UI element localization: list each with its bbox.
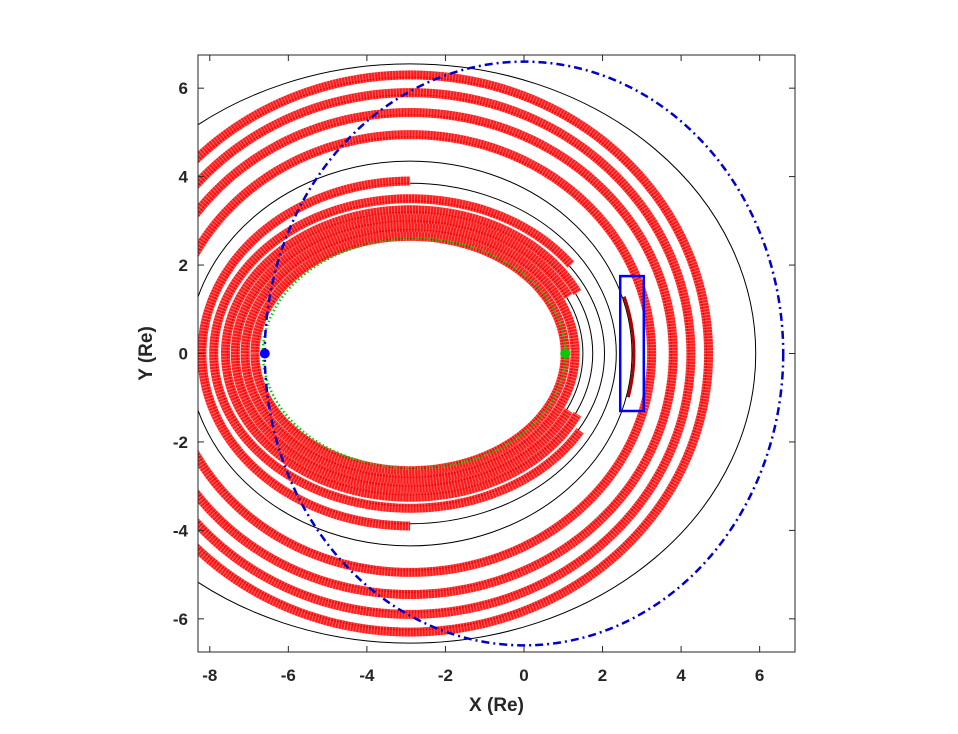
drift-path-band (198, 130, 657, 577)
drift-path-band (198, 88, 696, 619)
y-tick-label: 0 (179, 345, 188, 364)
drift-path-hatch (198, 107, 678, 600)
x-tick-label: -8 (202, 666, 217, 685)
plot-layer (198, 60, 785, 647)
drift-path-band (240, 222, 580, 485)
x-tick-label: -6 (281, 666, 296, 685)
drift-path-hatch (198, 88, 696, 619)
y-tick-label: 2 (179, 256, 188, 275)
reference-contour-6 (198, 160, 633, 547)
y-tick-label: -6 (173, 610, 188, 629)
y-tick-label: -2 (173, 433, 188, 452)
x-tick-label: 0 (519, 666, 528, 685)
drift-path-hatch (209, 194, 584, 513)
drift-path-band (221, 205, 582, 502)
x-tick-label: 6 (755, 666, 764, 685)
drift-path-band (198, 107, 678, 600)
drift-path-band (230, 214, 573, 493)
y-axis-label: Y (Re) (136, 326, 157, 381)
reference-contour-11 (198, 63, 757, 644)
y-tick-label: 6 (179, 79, 188, 98)
x-axis-label: X (Re) (469, 695, 524, 716)
ticks-layer: -8 -6 -4 -2 0 2 4 6 -6 -4 -2 0 2 4 6 (173, 55, 795, 685)
x-tick-label: 2 (598, 666, 607, 685)
drift-path-band (198, 70, 714, 637)
drift-path-hatch (198, 130, 657, 577)
drift-path-hatch (221, 205, 582, 502)
drift-path-hatch (198, 70, 714, 637)
y-tick-label: -4 (173, 521, 189, 540)
highlighted-segment (622, 296, 636, 398)
x-tick-label: -4 (359, 666, 375, 685)
drift-path-band (209, 194, 584, 513)
highlight-box (618, 274, 646, 413)
y-tick-label: 4 (179, 168, 189, 187)
drift-path-hatch (240, 222, 580, 485)
marker-0 (259, 348, 270, 359)
marker-1 (560, 348, 571, 359)
x-tick-label: -2 (438, 666, 453, 685)
x-tick-label: 4 (676, 666, 686, 685)
